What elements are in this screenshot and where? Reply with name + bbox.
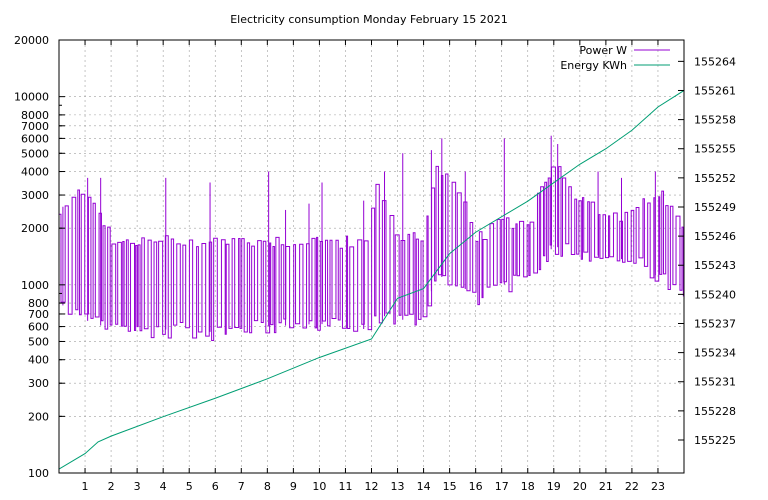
chart-title: Electricity consumption Monday February … (230, 13, 508, 26)
y-right-tick-label: 155240 (694, 288, 736, 301)
power-line (59, 165, 684, 341)
x-tick-label: 1 (82, 480, 89, 493)
x-tick-label: 22 (625, 480, 639, 493)
legend-label: Energy KWh (560, 59, 627, 72)
x-tick-label: 2 (108, 480, 115, 493)
y-right-tick-label: 155228 (694, 405, 736, 418)
x-tick-label: 23 (651, 480, 665, 493)
y-left-tick-label: 1000 (21, 279, 49, 292)
x-tick-label: 20 (573, 480, 587, 493)
energy-series (59, 90, 684, 470)
y-left-tick-label: 6000 (21, 132, 49, 145)
x-tick-label: 7 (238, 480, 245, 493)
y-right-tick-label: 155237 (694, 317, 736, 330)
y-right-tick-label: 155264 (694, 55, 736, 68)
x-tick-label: 19 (547, 480, 561, 493)
y-right-tick-label: 155261 (694, 84, 736, 97)
x-tick-label: 15 (443, 480, 457, 493)
y-left-tick-label: 5000 (21, 147, 49, 160)
x-tick-label: 8 (264, 480, 271, 493)
x-tick-label: 14 (417, 480, 431, 493)
x-tick-label: 16 (469, 480, 483, 493)
y-left-tick-label: 100 (28, 467, 49, 480)
y-left-tick-label: 2000 (21, 222, 49, 235)
x-tick-label: 4 (160, 480, 167, 493)
y-left-tick-label: 400 (28, 354, 49, 367)
y-right-tick-label: 155234 (694, 347, 736, 360)
x-tick-label: 6 (212, 480, 219, 493)
x-tick-label: 11 (338, 480, 352, 493)
y-left-tick-label: 600 (28, 321, 49, 334)
x-tick-label: 17 (495, 480, 509, 493)
y-right-tick-label: 155243 (694, 259, 736, 272)
y-right-tick-label: 155252 (694, 172, 736, 185)
legend: Power W Energy KWh (560, 44, 670, 72)
y-right-tick-label: 155231 (694, 376, 736, 389)
y-right-tick-label: 155249 (694, 201, 736, 214)
y-left-tick-label: 700 (28, 308, 49, 321)
y-right-tick-label: 155225 (694, 434, 736, 447)
x-tick-label: 12 (365, 480, 379, 493)
y-left-tick-label: 7000 (21, 120, 49, 133)
axis-ticks: 1 2 3 4 5 6 7 8 9 10 11 12 13 14 15 16 17 18 19 20 21 22 23100… (14, 34, 736, 493)
x-tick-label: 9 (290, 480, 297, 493)
x-tick-label: 21 (599, 480, 613, 493)
x-tick-label: 18 (521, 480, 535, 493)
x-tick-label: 3 (134, 480, 141, 493)
y-right-tick-label: 155246 (694, 230, 736, 243)
y-left-tick-label: 8000 (21, 109, 49, 122)
y-left-tick-label: 4000 (21, 166, 49, 179)
x-tick-label: 5 (186, 480, 193, 493)
power-series (59, 135, 684, 341)
y-left-tick-label: 3000 (21, 189, 49, 202)
y-right-tick-label: 155258 (694, 114, 736, 127)
y-left-tick-label: 300 (28, 377, 49, 390)
y-left-tick-label: 10000 (14, 91, 49, 104)
y-right-tick-label: 155255 (694, 143, 736, 156)
y-left-tick-label: 500 (28, 335, 49, 348)
x-tick-label: 10 (312, 480, 326, 493)
y-left-tick-label: 20000 (14, 34, 49, 47)
legend-label: Power W (579, 44, 627, 57)
y-left-tick-label: 200 (28, 410, 49, 423)
energy-line (59, 90, 684, 470)
y-left-tick-label: 800 (28, 297, 49, 310)
x-tick-label: 13 (391, 480, 405, 493)
